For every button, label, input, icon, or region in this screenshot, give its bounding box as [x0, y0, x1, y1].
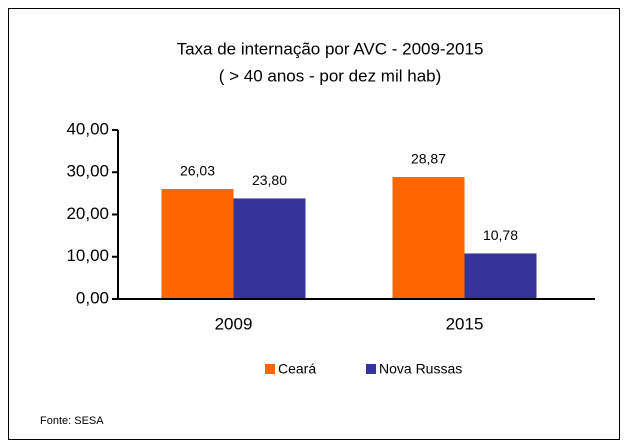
y-tick-label: 10,00 — [66, 246, 109, 265]
legend-swatch — [366, 364, 376, 374]
value-label: 23,80 — [252, 172, 287, 188]
legend-label: Ceará — [278, 361, 316, 377]
x-tick-label: 2009 — [215, 314, 253, 333]
legend-label: Nova Russas — [379, 361, 462, 377]
chart-subtitle: ( > 40 anos - por dez mil hab) — [219, 66, 442, 85]
x-tick-label: 2015 — [446, 314, 484, 333]
y-tick-label: 30,00 — [66, 162, 109, 181]
bar — [161, 189, 234, 299]
source-note: Fonte: SESA — [40, 415, 104, 427]
legend-swatch — [265, 364, 275, 374]
chart-border — [8, 8, 620, 440]
value-label: 26,03 — [180, 163, 215, 179]
value-label: 10,78 — [483, 227, 518, 243]
y-tick-label: 0,00 — [76, 288, 109, 307]
chart-title: Taxa de internação por AVC - 2009-2015 — [177, 39, 484, 58]
bar — [392, 177, 465, 299]
value-label: 28,87 — [411, 151, 446, 167]
y-tick-label: 40,00 — [66, 119, 109, 138]
bar — [233, 198, 306, 299]
y-tick-label: 20,00 — [66, 204, 109, 223]
bar — [464, 253, 537, 299]
